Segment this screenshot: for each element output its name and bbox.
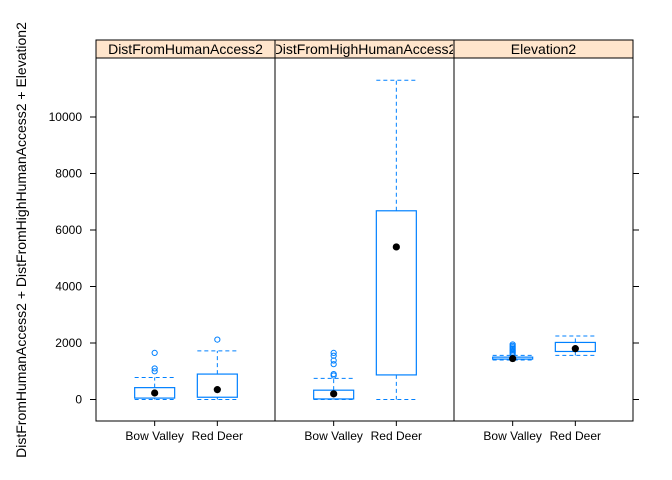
panel-1: DistFromHumanAccess2 xyxy=(95,39,276,422)
outlier-point xyxy=(151,365,158,372)
panel-2: DistFromHighHumanAccess2 xyxy=(273,39,457,422)
x-tick-label: Red Deer xyxy=(192,429,243,443)
x-tick-label: Red Deer xyxy=(371,429,422,443)
median-dot xyxy=(571,345,579,353)
y-axis-label: DistFromHumanAccess2 + DistFromHighHuman… xyxy=(13,22,29,458)
y-tick-label: 0 xyxy=(75,393,82,407)
median-dot xyxy=(392,243,400,251)
x-tick-label: Bow Valley xyxy=(304,429,362,443)
y-tick-label: 8000 xyxy=(55,167,82,181)
box-red-deer xyxy=(375,79,417,400)
panel-border xyxy=(453,57,634,422)
outlier-point xyxy=(151,349,158,356)
box-bow-valley xyxy=(492,341,534,363)
box-red-deer xyxy=(554,335,596,356)
strip-label: DistFromHighHumanAccess2 xyxy=(273,41,457,57)
median-dot xyxy=(330,390,338,398)
median-dot xyxy=(213,386,221,394)
outlier-point xyxy=(330,361,337,368)
box-iqr xyxy=(134,387,176,399)
outlier-point xyxy=(330,349,337,356)
y-tick-label: 6000 xyxy=(55,223,82,237)
y-tick-label: 10000 xyxy=(49,110,83,124)
outlier-point xyxy=(214,336,221,343)
outlier-point xyxy=(330,370,337,378)
median-dot xyxy=(151,389,159,397)
panel-border xyxy=(274,57,455,422)
y-tick-label: 2000 xyxy=(55,336,82,350)
x-tick-label: Red Deer xyxy=(550,429,601,443)
strip-label: DistFromHumanAccess2 xyxy=(108,41,263,57)
box-iqr xyxy=(196,373,238,398)
outlier-point xyxy=(151,368,158,375)
box-iqr xyxy=(375,210,417,376)
outlier-point xyxy=(509,341,516,348)
box-bow-valley xyxy=(134,349,176,400)
x-tick-label: Bow Valley xyxy=(483,429,541,443)
box-bow-valley xyxy=(313,349,355,400)
panel-3: Elevation2 xyxy=(453,39,634,422)
x-tick-label: Bow Valley xyxy=(125,429,183,443)
outlier-point xyxy=(330,352,337,359)
box-red-deer xyxy=(196,336,238,400)
panel-border xyxy=(95,57,276,422)
y-tick-label: 4000 xyxy=(55,280,82,294)
axis-layer: Bow Valley Red Deer Bow Valley Red Deer Bow … xyxy=(49,110,639,443)
box-iqr xyxy=(313,389,355,400)
strip-label: Elevation2 xyxy=(511,41,577,57)
median-dot xyxy=(509,354,517,363)
plot-layer: DistFromHumanAccess2 DistFromHighHumanAcc… xyxy=(95,39,634,422)
